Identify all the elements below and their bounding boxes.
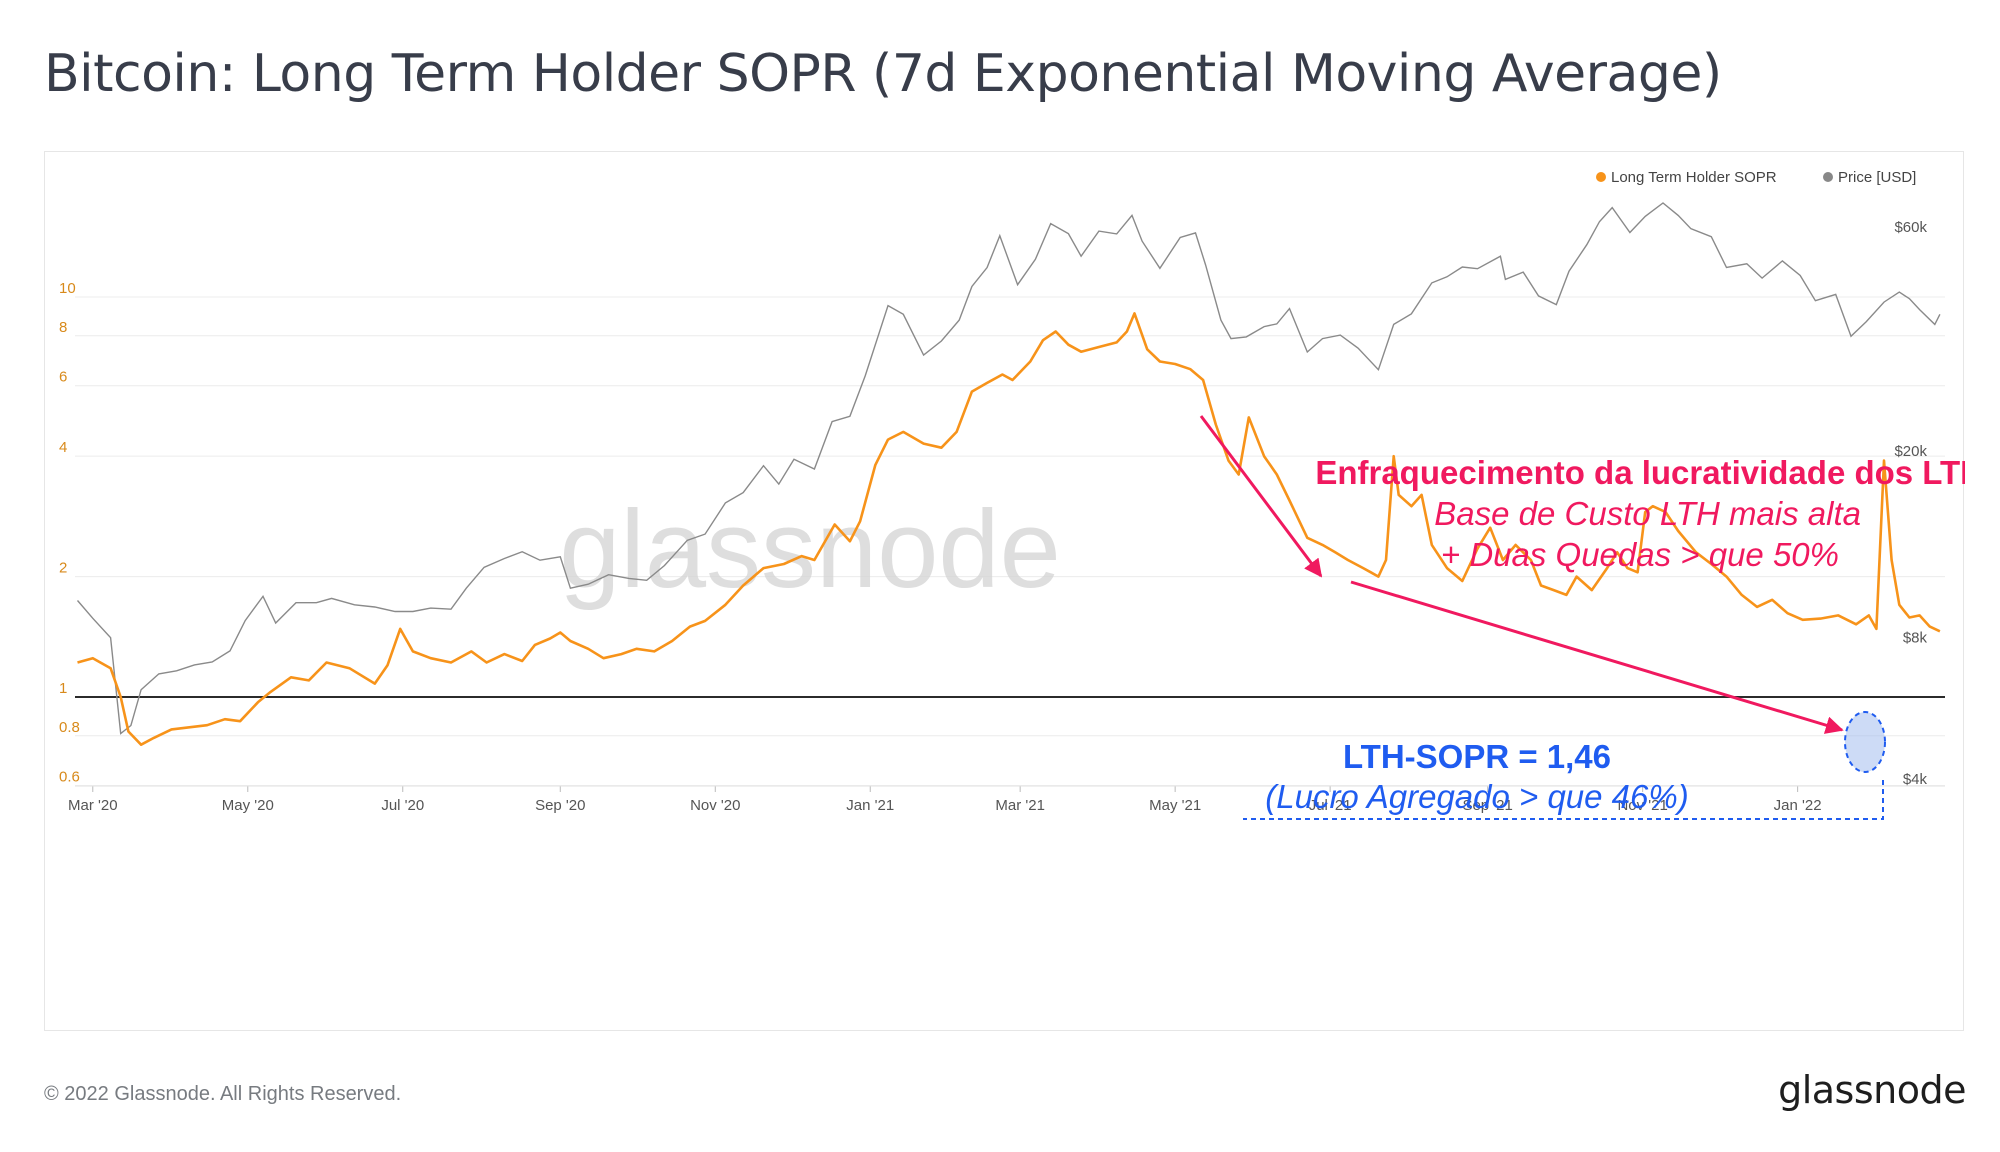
legend-label-lth-sopr: Long Term Holder SOPR	[1611, 169, 1777, 186]
y-left-tick-label: 0.6	[59, 769, 80, 786]
y-left-tick-label: 0.8	[59, 719, 80, 736]
x-tick-label: Mar '20	[68, 797, 118, 814]
x-tick-label: Nov '20	[690, 797, 740, 814]
legend-dot-price	[1823, 172, 1833, 182]
y-right-tick-label: $20k	[1894, 443, 1927, 460]
footer-copyright: © 2022 Glassnode. All Rights Reserved.	[44, 1083, 402, 1105]
annotation-blue-title: LTH-SOPR = 1,46	[1343, 738, 1611, 775]
annotation-red-line1: Base de Custo LTH mais alta	[1434, 495, 1861, 532]
x-tick-label: May '20	[222, 797, 274, 814]
grid-lines	[75, 296, 1945, 787]
x-tick-label: Jan '22	[1774, 797, 1822, 814]
y-left-tick-label: 1	[59, 680, 67, 697]
y-left-tick-label: 6	[59, 369, 67, 386]
legend-label-price: Price [USD]	[1838, 169, 1916, 186]
highlight-ellipse	[1844, 711, 1886, 773]
watermark: glassnode	[559, 488, 1061, 611]
y-right-tick-label: $8k	[1903, 630, 1928, 647]
y-left-tick-label: 8	[59, 319, 67, 336]
y-right-tick-label: $4k	[1903, 771, 1928, 788]
chart-frame: glassnode 0.6 0.8 1 2 4 6 8 10 $4k $8k $20k $60k M…	[44, 151, 1965, 1031]
y-axis-left-ticks: 0.6 0.8 1 2 4 6 8 10	[59, 280, 80, 786]
y-left-tick-label: 2	[59, 560, 67, 577]
x-axis-ticks: Mar '20 May '20 Jul '20 Sep '20 Nov '20 Jan '…	[68, 785, 1945, 814]
legend-dot-lth-sopr	[1596, 172, 1606, 182]
y-left-tick-label: 4	[59, 439, 67, 456]
x-tick-label: Jul '21	[1309, 797, 1352, 814]
chart: glassnode 0.6 0.8 1 2 4 6 8 10 $4k $8k $20k $60k M…	[59, 169, 1965, 820]
x-tick-label: May '21	[1149, 797, 1201, 814]
y-axis-right-ticks: $4k $8k $20k $60k	[1894, 219, 1927, 788]
annotation-red-line2: + Duas Quedas > que 50%	[1441, 536, 1839, 573]
x-tick-label: Jan '21	[846, 797, 894, 814]
x-tick-label: Jul '20	[381, 797, 424, 814]
annotation-arrow-1	[1199, 415, 1323, 578]
x-tick-label: Mar '21	[995, 797, 1045, 814]
y-right-tick-label: $60k	[1894, 219, 1927, 236]
annotation-arrow-2	[1350, 580, 1844, 734]
y-left-tick-label: 10	[59, 280, 76, 297]
annotation-red-title: Enfraquecimento da lucratividade dos LTH	[1315, 454, 1965, 491]
legend: Long Term Holder SOPR Price [USD]	[1596, 169, 1916, 186]
x-tick-label: Sep '20	[535, 797, 585, 814]
x-tick-label: Nov '21	[1617, 797, 1667, 814]
annotation-blue-sub: (Lucro Agregado > que 46%)	[1265, 778, 1688, 815]
footer-logo: glassnode	[1778, 1068, 1966, 1112]
page-title: Bitcoin: Long Term Holder SOPR (7d Expon…	[44, 44, 1722, 104]
series-line-price	[76, 202, 1941, 735]
highlight-dashed-connector	[1243, 780, 1884, 820]
series-line-lth-sopr	[77, 312, 1941, 747]
x-tick-label: Sep '21	[1462, 797, 1512, 814]
